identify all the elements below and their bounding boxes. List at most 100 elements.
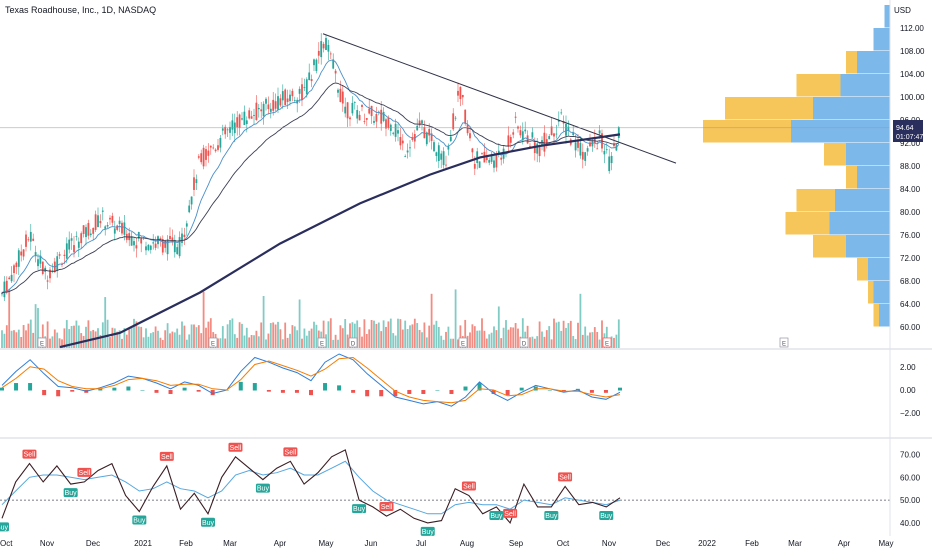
signal-tag-label: Buy (600, 513, 613, 520)
candle-body (481, 153, 483, 155)
macd-histogram-bar (42, 390, 47, 396)
candle-body (243, 111, 246, 125)
volume-bar (490, 332, 493, 348)
candle-body (34, 252, 37, 256)
volume-bar (87, 320, 90, 348)
signal-tag-label: Buy (65, 490, 78, 497)
volume-bar (250, 334, 253, 348)
volume-bar (401, 329, 404, 348)
candle-body (565, 123, 567, 136)
volume-bar (29, 319, 32, 348)
signal-tag-label: Sell (504, 511, 516, 518)
volume-bar (231, 318, 234, 348)
macd-histogram-bar (618, 387, 622, 391)
candle-body (207, 150, 210, 156)
volume-profile-down (725, 97, 813, 120)
earnings-marker-box (208, 337, 218, 348)
candle-body (130, 236, 133, 246)
sell-signal-tag (379, 502, 394, 512)
volume-bar (65, 320, 68, 348)
volume-bar (579, 293, 582, 348)
macd-histogram-bar (182, 387, 187, 391)
candle-body (457, 90, 459, 96)
volume-bar (389, 318, 392, 348)
candle-body (308, 72, 311, 81)
candle-body (113, 228, 116, 234)
macd-histogram-bar (449, 390, 454, 394)
candle-body (161, 239, 164, 253)
macd-histogram-bar (491, 390, 496, 394)
macd-histogram-bar (435, 390, 440, 391)
candle-body (82, 225, 85, 234)
candle-body (368, 108, 371, 114)
volume-bar (339, 325, 342, 348)
volume-bar (449, 338, 452, 348)
earnings-marker-box (779, 337, 789, 348)
candle-body (373, 120, 375, 123)
candle-body (466, 124, 469, 134)
volume-bar (253, 335, 255, 348)
candle-body (49, 269, 51, 279)
candle-body (404, 156, 407, 157)
candle-body (97, 215, 99, 228)
time-tick-label: Oct (557, 539, 570, 548)
volume-bar (32, 332, 35, 348)
volume-bar (615, 334, 618, 348)
volume-bar (488, 334, 491, 348)
volume-bar (183, 325, 186, 348)
volume-bar (260, 322, 263, 348)
candle-body (253, 114, 255, 116)
candle-body (293, 100, 296, 101)
time-tick-label: 2021 (134, 539, 152, 548)
volume-bar (116, 331, 119, 348)
volume-bar (536, 336, 539, 348)
time-tick-label: Jul (416, 539, 426, 548)
macd-histogram-bar (421, 390, 426, 394)
macd-histogram-bar (519, 387, 524, 391)
candle-body (154, 243, 157, 248)
macd-pane[interactable] (0, 353, 622, 407)
volume-bar (135, 321, 138, 348)
candle-body (437, 145, 440, 162)
volume-profile-down (868, 281, 874, 304)
candle-body (471, 148, 474, 153)
time-axis[interactable]: Oct Nov Dec 2021 Feb Mar Apr May Jun Jul Aug Sep Oct… (0, 539, 894, 548)
volume-bar (365, 333, 368, 348)
time-tick-label: Apr (274, 539, 287, 548)
candle-body (488, 160, 491, 163)
volume-bar (63, 328, 66, 348)
candle-body (68, 239, 71, 250)
candle-body (39, 255, 42, 264)
candle-body (17, 250, 20, 267)
candle-body (317, 50, 320, 56)
rsi-pane[interactable]: BuySellBuySellBuySellBuySellBuySellBuySe… (0, 442, 890, 536)
volume-bar (435, 320, 438, 348)
volume-bar (13, 330, 15, 348)
rsi-tick-label: 70.00 (900, 451, 921, 460)
volume-bar (572, 335, 575, 348)
candle-body (497, 150, 500, 155)
buy-signal-tag (599, 510, 614, 520)
volume-bar (224, 338, 227, 348)
volume-profile-up (791, 120, 890, 143)
volume-bar (195, 327, 198, 348)
candle-body (173, 239, 176, 253)
candle-body (461, 94, 464, 98)
candle-body (332, 59, 335, 69)
candle-body (265, 98, 267, 104)
earnings-marker-box (602, 337, 612, 348)
price-axis[interactable]: 112.00108.00104.00100.0096.0092.0088.008… (0, 0, 932, 536)
volume-bar (272, 322, 275, 348)
volume-bar (221, 326, 224, 348)
volume-bar (161, 339, 164, 348)
volume-bar (617, 319, 620, 348)
volume-bar (73, 325, 75, 348)
time-tick-label: Oct (0, 539, 13, 548)
time-tick-label: Apr (838, 539, 851, 548)
volume-bar (377, 322, 380, 348)
volume-bar (197, 325, 200, 348)
macd-tick-label: −2.00 (900, 409, 921, 418)
